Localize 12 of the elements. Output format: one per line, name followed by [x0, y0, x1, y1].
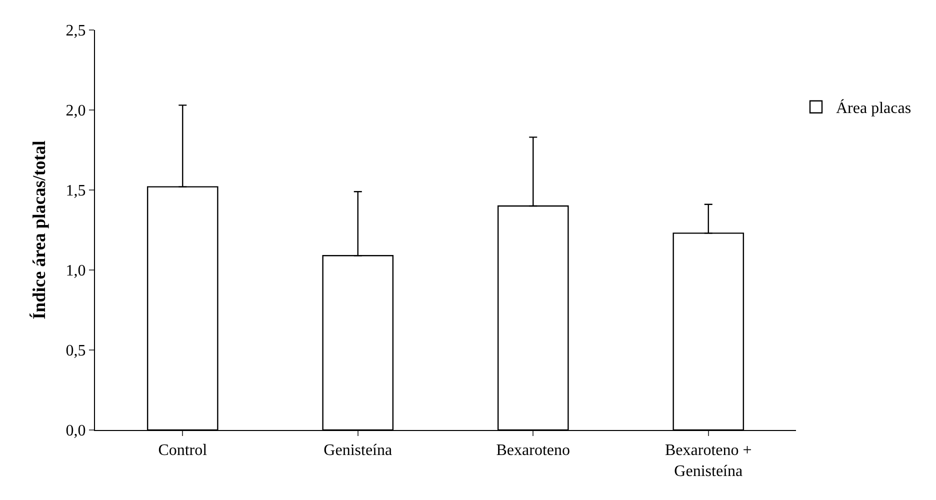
x-tick-label: Bexaroteno	[496, 442, 570, 460]
y-tick-label: 1,5	[66, 182, 86, 200]
x-tick-label: Control	[158, 442, 208, 460]
y-tick-label: 2,5	[66, 22, 86, 40]
legend-label: Área placas	[836, 99, 912, 118]
x-tick-label: Genisteína	[324, 442, 392, 460]
y-tick-label: 0,5	[66, 342, 86, 360]
y-tick-label: 2,0	[66, 102, 86, 120]
y-tick-label: 1,0	[66, 262, 86, 280]
y-tick-label: 0,0	[66, 422, 86, 440]
y-axis-title: Índice área placas/total	[29, 140, 49, 320]
x-tick-label: Bexaroteno + Genisteína	[664, 442, 752, 480]
